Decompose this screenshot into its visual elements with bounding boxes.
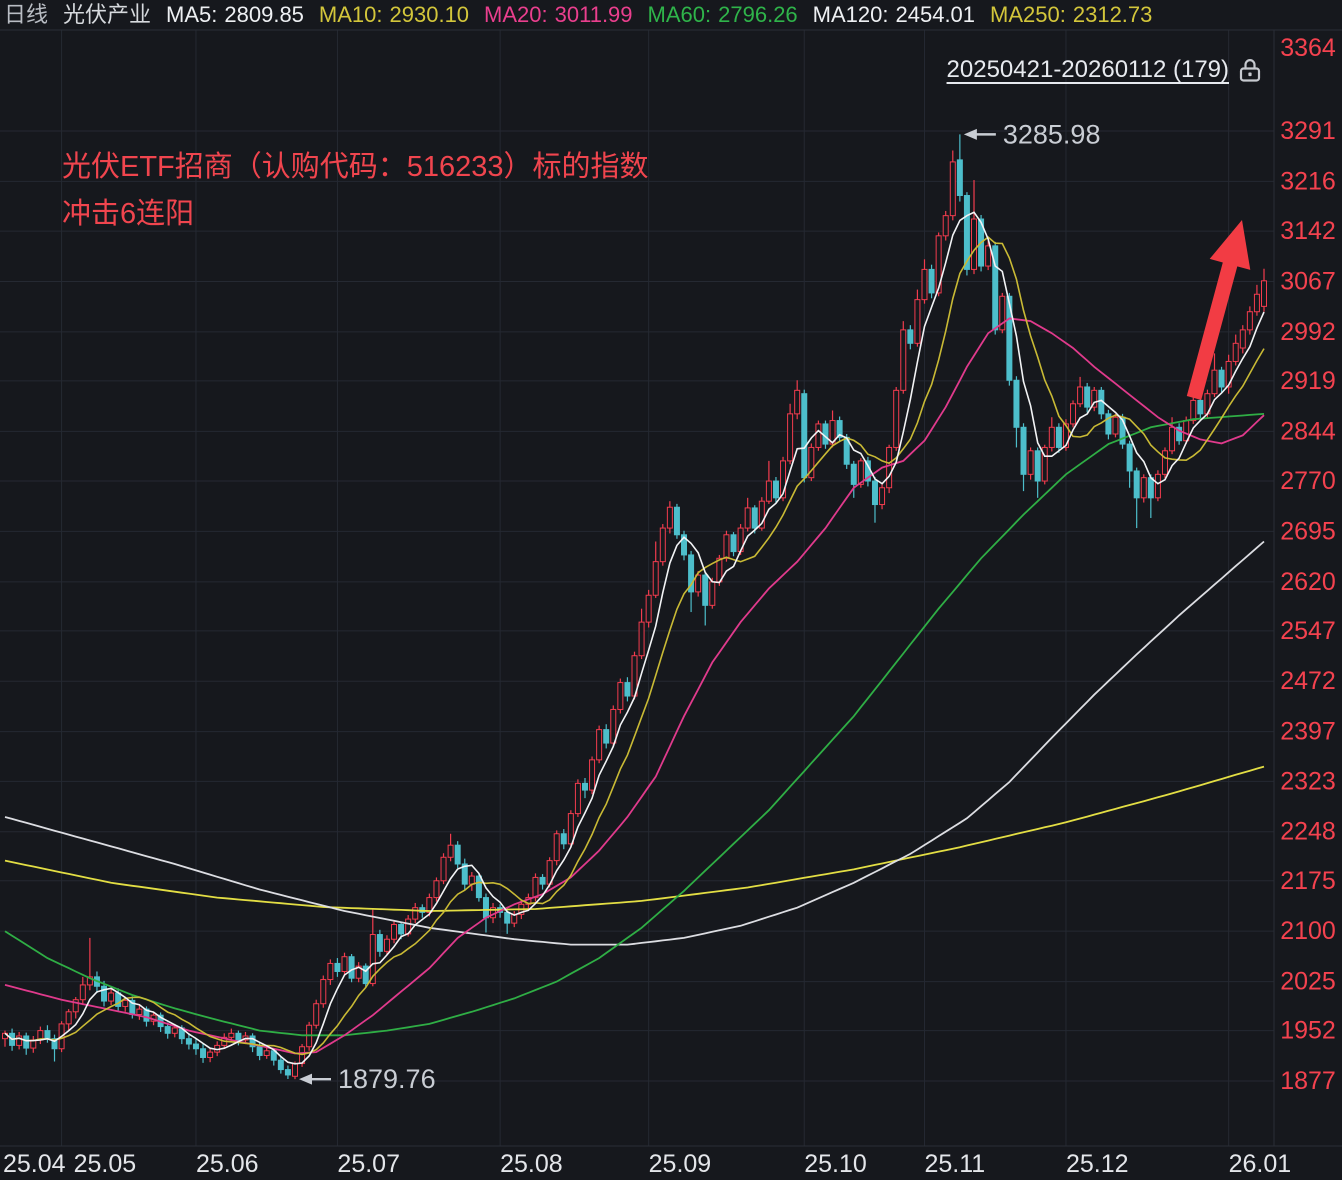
ma120-legend: MA120: 2454.01	[813, 0, 975, 30]
x-month-label: 25.05	[74, 1150, 137, 1178]
ma20-line	[4, 317, 1265, 1055]
y-tick-label: 2397	[1280, 718, 1336, 746]
ma250-line	[4, 765, 1265, 912]
x-month-label: 25.12	[1066, 1150, 1129, 1178]
y-tick-label: 2248	[1280, 818, 1336, 846]
chart-header: 日线 光伏产业 MA5: 2809.85 MA10: 2930.10 MA20: 30…	[4, 0, 1152, 30]
high-marker-label: 3285.98	[1003, 119, 1101, 149]
low-marker: 1879.76	[298, 1064, 436, 1094]
ma5-line	[4, 211, 1265, 1065]
period-label[interactable]: 日线	[4, 2, 49, 27]
y-tick-label: 3216	[1280, 167, 1336, 195]
index-name: 光伏产业	[63, 2, 152, 27]
ma10-legend: MA10: 2930.10	[319, 0, 469, 30]
x-month-label: 25.07	[337, 1150, 400, 1178]
etf-callout-line1: 光伏ETF招商（认购代码：516233）标的指数	[62, 151, 649, 183]
ma120-value: 2454.01	[895, 2, 976, 27]
y-tick-label: 2025	[1280, 968, 1336, 996]
x-month-label: 25.10	[804, 1150, 867, 1178]
y-tick-label: 2175	[1280, 867, 1336, 895]
y-tick-label: 2695	[1280, 517, 1336, 545]
ma120-line	[4, 540, 1265, 946]
etf-callout: 光伏ETF招商（认购代码：516233）标的指数 冲击6连阳	[62, 144, 649, 238]
x-month-label: 25.04	[3, 1150, 66, 1178]
ma60-legend: MA60: 2796.26	[648, 0, 798, 30]
y-tick-label: 3364	[1280, 34, 1336, 62]
x-axis-labels: 25.04 25.05 25.06 25.07 25.08 25.09 25.10 25.11…	[3, 1150, 1291, 1178]
ma250-label: MA250:	[990, 2, 1066, 27]
ma10-label: MA10:	[318, 2, 383, 27]
etf-callout-line2: 冲击6连阳	[62, 197, 195, 230]
ma60-line	[4, 413, 1265, 1037]
y-tick-label: 2844	[1280, 417, 1336, 445]
candlestick-series	[2, 134, 1267, 1080]
date-range-control[interactable]: 20250421-20260112 (179)	[947, 56, 1262, 84]
y-tick-label: 2547	[1280, 617, 1336, 645]
ma5-label: MA5:	[166, 2, 218, 27]
ma250-value: 2312.73	[1072, 2, 1153, 27]
x-month-label: 25.09	[649, 1150, 712, 1178]
x-month-label: 25.06	[196, 1150, 259, 1178]
ma10-value: 2930.10	[389, 2, 470, 27]
x-month-label: 25.08	[500, 1150, 563, 1178]
ma5-legend: MA5: 2809.85	[166, 0, 304, 30]
lock-icon[interactable]	[1238, 57, 1262, 83]
ma5-value: 2809.85	[224, 2, 304, 27]
y-tick-label: 2919	[1280, 367, 1336, 395]
date-range-text[interactable]: 20250421-20260112 (179)	[946, 56, 1229, 83]
y-tick-label: 3142	[1280, 217, 1336, 245]
ma20-value: 3011.99	[554, 2, 633, 27]
y-tick-label: 1952	[1280, 1017, 1336, 1045]
ma60-value: 2796.26	[718, 2, 798, 27]
y-tick-label: 3067	[1280, 267, 1336, 295]
y-tick-label: 2323	[1280, 767, 1336, 795]
ma20-label: MA20:	[484, 2, 548, 27]
ma20-legend: MA20: 3011.99	[484, 0, 633, 30]
ma60-label: MA60:	[647, 2, 712, 27]
ma120-label: MA120:	[812, 2, 889, 27]
high-marker: 3285.98	[963, 119, 1101, 149]
y-tick-label: 2100	[1280, 917, 1336, 945]
y-axis-labels: 3364 3291 3216 3142 3067 2992 2919 2844 2770 2695…	[1280, 34, 1336, 1095]
y-tick-label: 2620	[1280, 568, 1336, 596]
ma250-legend: MA250: 2312.73	[990, 0, 1152, 30]
up-arrow-annotation	[1186, 220, 1251, 400]
low-marker-label: 1879.76	[338, 1064, 436, 1094]
y-tick-label: 2770	[1280, 467, 1336, 495]
y-tick-label: 3291	[1280, 117, 1336, 145]
ma10-line	[4, 236, 1265, 1056]
x-month-label: 26.01	[1229, 1150, 1292, 1178]
x-month-label: 25.11	[924, 1150, 985, 1178]
y-tick-label: 2472	[1280, 667, 1336, 695]
y-tick-label: 2992	[1280, 318, 1336, 346]
y-tick-label: 1877	[1280, 1067, 1336, 1095]
